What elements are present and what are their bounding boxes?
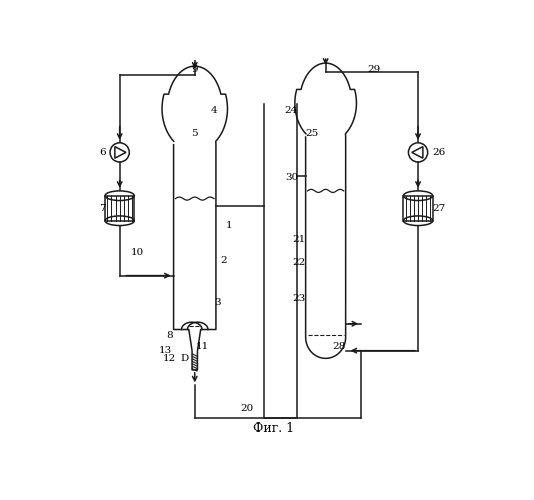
Text: 23: 23: [292, 294, 305, 303]
Text: 26: 26: [433, 148, 446, 157]
Text: 24: 24: [285, 106, 297, 114]
Text: 7: 7: [99, 204, 106, 212]
Text: 2: 2: [221, 256, 227, 264]
Text: 30: 30: [286, 173, 299, 182]
Text: 27: 27: [433, 204, 446, 212]
Text: 3: 3: [215, 298, 221, 307]
Text: 25: 25: [305, 128, 319, 138]
Bar: [105, 196, 135, 220]
Text: 11: 11: [196, 342, 209, 351]
Text: 13: 13: [159, 346, 172, 355]
Text: 29: 29: [367, 65, 380, 74]
Text: Фиг. 1: Фиг. 1: [253, 422, 294, 436]
Text: 20: 20: [240, 404, 253, 413]
Text: 9: 9: [191, 65, 198, 74]
Text: 22: 22: [292, 258, 305, 266]
Text: 6: 6: [99, 148, 106, 157]
Text: 10: 10: [130, 248, 144, 257]
Text: 4: 4: [211, 106, 217, 114]
Bar: [403, 196, 433, 220]
Text: 12: 12: [163, 354, 176, 363]
Text: 1: 1: [226, 221, 233, 230]
Text: D: D: [180, 354, 189, 363]
Text: 21: 21: [292, 234, 305, 244]
Text: 5: 5: [191, 128, 198, 138]
Text: 28: 28: [333, 342, 345, 351]
Text: 8: 8: [167, 331, 173, 340]
